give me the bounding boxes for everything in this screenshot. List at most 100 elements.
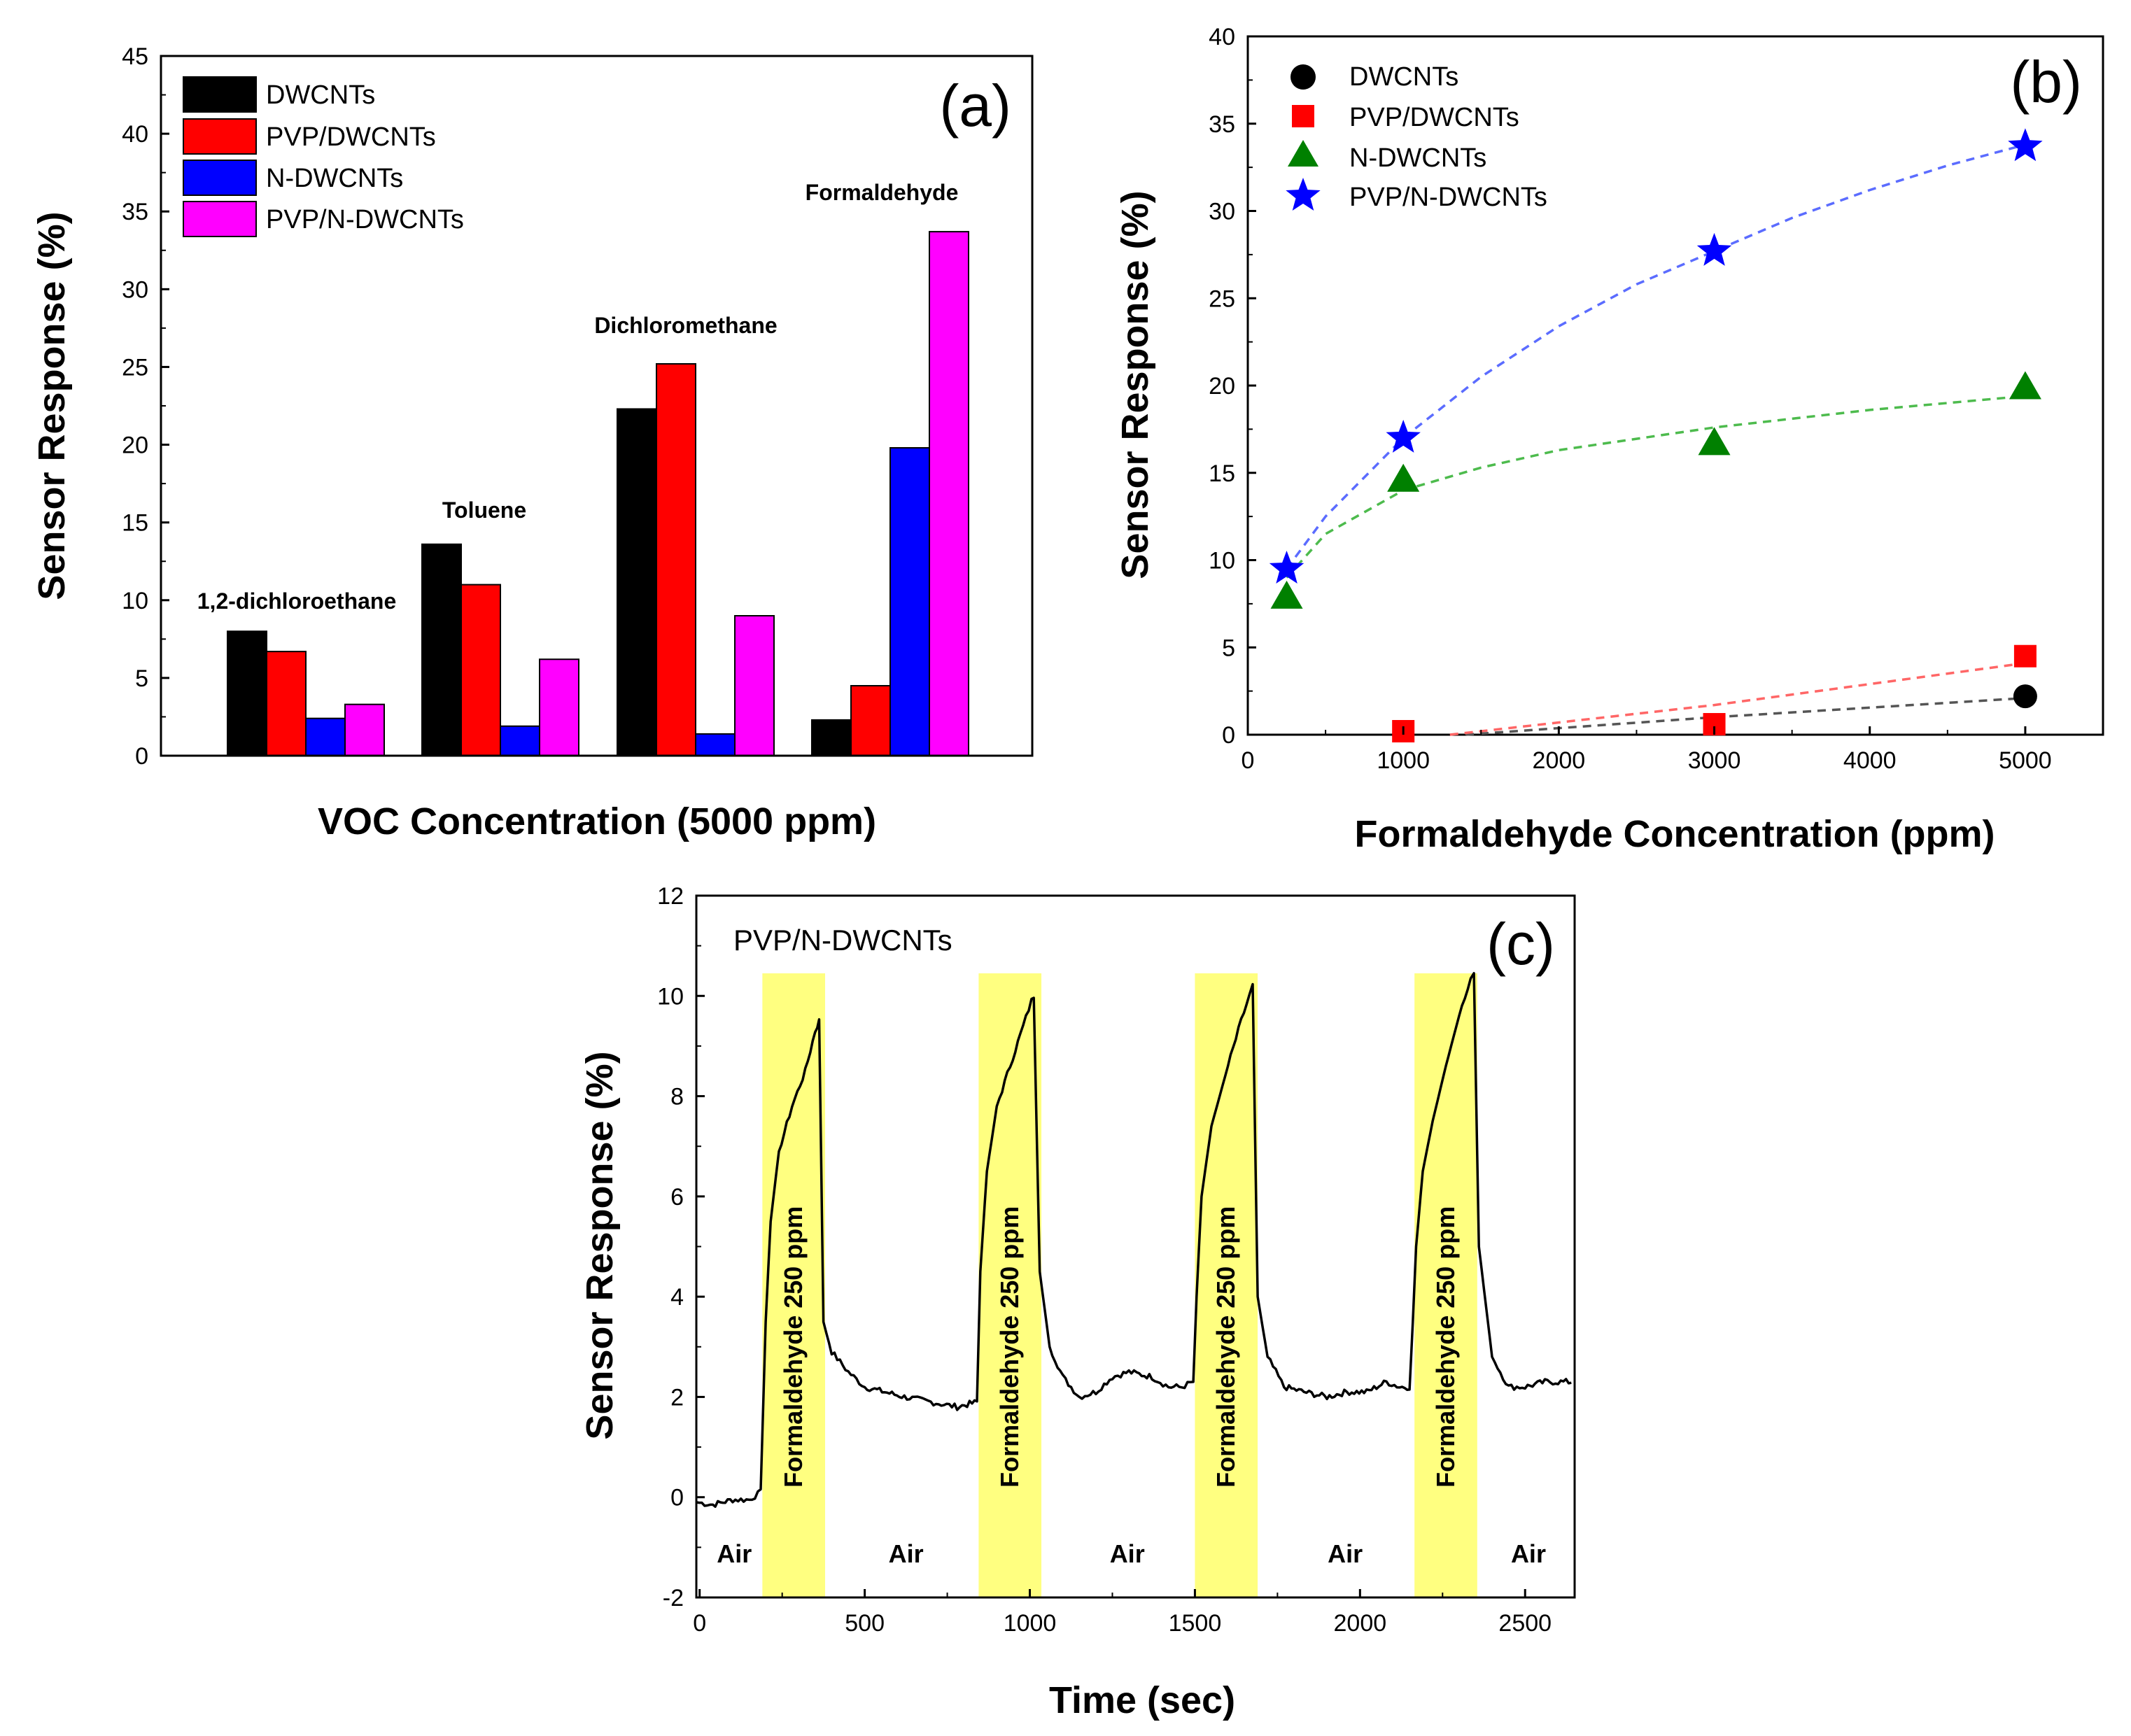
y-tick-label: 25: [1209, 285, 1235, 312]
panel-c-x-label: Time (sec): [1049, 1679, 1235, 1721]
y-tick-label: 25: [122, 354, 148, 381]
air-label: Air: [1110, 1539, 1145, 1568]
bar-dwcnts: [421, 543, 462, 756]
bar-pvp-dwcnts: [266, 651, 307, 756]
legend-swatch-pvp-n-dwcnts: [183, 201, 257, 237]
bar-n-dwcnts: [305, 717, 346, 756]
category-label: Formaldehyde: [806, 180, 959, 205]
fit-line-pvp-n-dwcnts: [1286, 143, 2026, 570]
x-tick-label: 1000: [1004, 1610, 1057, 1637]
legend-marker-circle: [1290, 64, 1316, 90]
exposure-label: Formaldehyde 250 ppm: [1211, 1206, 1240, 1488]
x-tick-label: 1000: [1377, 747, 1430, 774]
category-label: 1,2-dichloroethane: [197, 588, 397, 614]
bar-pvp-dwcnts: [656, 363, 696, 756]
exposure-label: Formaldehyde 250 ppm: [779, 1206, 808, 1488]
panel-b-label: (b): [2010, 49, 2082, 115]
y-tick-label: 20: [122, 432, 148, 459]
bar-dwcnts: [227, 630, 267, 756]
x-tick-label: 0: [693, 1610, 706, 1637]
point-n-dwcnts: [1387, 463, 1420, 492]
panel-b-frame: [1246, 35, 2104, 736]
point-pvp-n-dwcnts: [1269, 551, 1304, 584]
y-tick-label: 15: [122, 510, 148, 537]
exposure-window: [1195, 973, 1258, 1597]
fit-line-n-dwcnts: [1286, 395, 2026, 579]
panel-b-legend: DWCNTs PVP/DWCNTs N-DWCNTs PVP/N-DWCNTs: [1286, 62, 1547, 212]
y-tick-label: 0: [135, 743, 148, 770]
panel-c-region-labels: Formaldehyde 250 ppm Formaldehyde 250 ppm…: [717, 1206, 1546, 1568]
panel-a-y-label: Sensor Response (%): [31, 211, 73, 600]
legend-entry: DWCNTs: [1349, 62, 1458, 92]
panel-a-bars: [227, 231, 969, 757]
bar-pvp-n-dwcnts: [929, 231, 969, 757]
legend-marker-square: [1292, 105, 1314, 127]
exposure-label: Formaldehyde 250 ppm: [1431, 1206, 1460, 1488]
x-tick-label: 2500: [1498, 1610, 1552, 1637]
y-tick-label: 20: [1209, 373, 1235, 400]
panel-c-label: (c): [1486, 911, 1555, 977]
bar-dwcnts: [617, 408, 657, 756]
point-pvp-dwcnts: [2013, 644, 2037, 668]
y-tick-label: -2: [663, 1585, 684, 1611]
panel-a-y-ticks: 0 5 10 15 20 25 30 35 40 45: [122, 43, 169, 770]
y-tick-label: 10: [1209, 548, 1235, 574]
panel-b: 0 1000 2000 3000 4000 5000 0 5 10 15 20 25 30 35 40 (b…: [1114, 24, 2104, 855]
fit-line-pvp-dwcnts: [1449, 661, 2026, 736]
x-tick-label: 1500: [1169, 1610, 1222, 1637]
panel-c-ticks: 0 500 1000 1500 2000 2500 -2 0 2 4 6 8 10 12: [657, 883, 1552, 1637]
bar-n-dwcnts: [695, 733, 736, 757]
point-n-dwcnts: [1698, 427, 1731, 456]
legend-swatch-dwcnts: [183, 76, 257, 113]
point-dwcnts: [2013, 684, 2037, 709]
y-tick-label: 10: [657, 983, 684, 1010]
legend-entry: PVP/N-DWCNTs: [1349, 183, 1547, 212]
x-tick-label: 2000: [1334, 1610, 1387, 1637]
point-n-dwcnts: [2009, 371, 2041, 400]
x-tick-label: 500: [845, 1610, 885, 1637]
legend-entry: PVP/DWCNTs: [1349, 103, 1519, 132]
panel-a-legend: DWCNTs PVP/DWCNTs N-DWCNTs PVP/N-DWCNTs: [183, 76, 464, 237]
legend-swatch-pvp-dwcnts: [183, 118, 257, 155]
x-tick-label: 0: [1242, 747, 1255, 774]
exposure-window: [1414, 973, 1477, 1597]
legend-marker-triangle: [1288, 140, 1318, 167]
panel-a: 0 5 10 15 20 25 30 35 40 45 (a) VOC Concentration…: [31, 43, 1034, 842]
panel-b-y-label: Sensor Response (%): [1114, 190, 1156, 579]
exposure-window: [762, 973, 826, 1597]
y-tick-label: 40: [1209, 24, 1235, 50]
panel-c-annotation: PVP/N-DWCNTs: [733, 924, 952, 957]
air-label: Air: [1328, 1539, 1363, 1568]
panel-c-y-label: Sensor Response (%): [579, 1051, 621, 1439]
point-pvp-n-dwcnts: [2008, 128, 2043, 162]
air-label: Air: [1511, 1539, 1546, 1568]
y-tick-label: 30: [122, 276, 148, 303]
y-tick-label: 30: [1209, 199, 1235, 225]
legend-entry: PVP/N-DWCNTs: [266, 205, 464, 234]
y-tick-label: 35: [1209, 111, 1235, 138]
panel-b-points: [1269, 128, 2043, 743]
exposure-label: Formaldehyde 250 ppm: [995, 1206, 1024, 1488]
bar-pvp-n-dwcnts: [344, 703, 385, 757]
legend-marker-star: [1286, 178, 1321, 211]
air-label: Air: [889, 1539, 924, 1568]
y-tick-label: 45: [122, 43, 148, 70]
y-tick-label: 12: [657, 883, 684, 910]
y-tick-label: 10: [122, 588, 148, 614]
x-tick-label: 5000: [1999, 747, 2052, 774]
panel-a-label: (a): [939, 73, 1011, 139]
panel-a-x-label: VOC Concentration (5000 ppm): [318, 800, 876, 842]
panel-c-exposure-windows: [762, 973, 1477, 1597]
legend-entry: N-DWCNTs: [266, 164, 403, 193]
point-n-dwcnts: [1270, 580, 1303, 609]
exposure-window: [978, 973, 1042, 1597]
y-tick-label: 40: [122, 121, 148, 148]
y-tick-label: 4: [670, 1284, 684, 1311]
bar-pvp-dwcnts: [850, 685, 891, 756]
legend-entry: N-DWCNTs: [1349, 143, 1486, 173]
y-tick-label: 2: [670, 1384, 684, 1411]
panel-c: 0 500 1000 1500 2000 2500 -2 0 2 4 6 8 10 12 Formalde…: [579, 883, 1576, 1721]
y-tick-label: 8: [670, 1084, 684, 1110]
air-label: Air: [717, 1539, 752, 1568]
